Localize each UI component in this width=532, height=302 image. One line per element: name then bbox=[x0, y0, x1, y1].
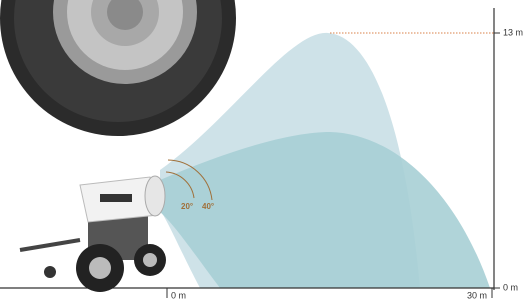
height-label: 0 m bbox=[503, 282, 518, 292]
angle-label: 40° bbox=[202, 202, 214, 211]
mist-cannon-image bbox=[20, 176, 166, 292]
tire-image bbox=[0, 0, 236, 136]
distance-label: 0 m bbox=[171, 290, 186, 300]
height-label: 13 m bbox=[503, 27, 523, 37]
distance-label: 30 m bbox=[467, 290, 487, 300]
angle-label: 20° bbox=[181, 202, 193, 211]
spray-range-diagram: 20° 40° 13 m 0 m 0 m 30 m bbox=[0, 0, 532, 302]
